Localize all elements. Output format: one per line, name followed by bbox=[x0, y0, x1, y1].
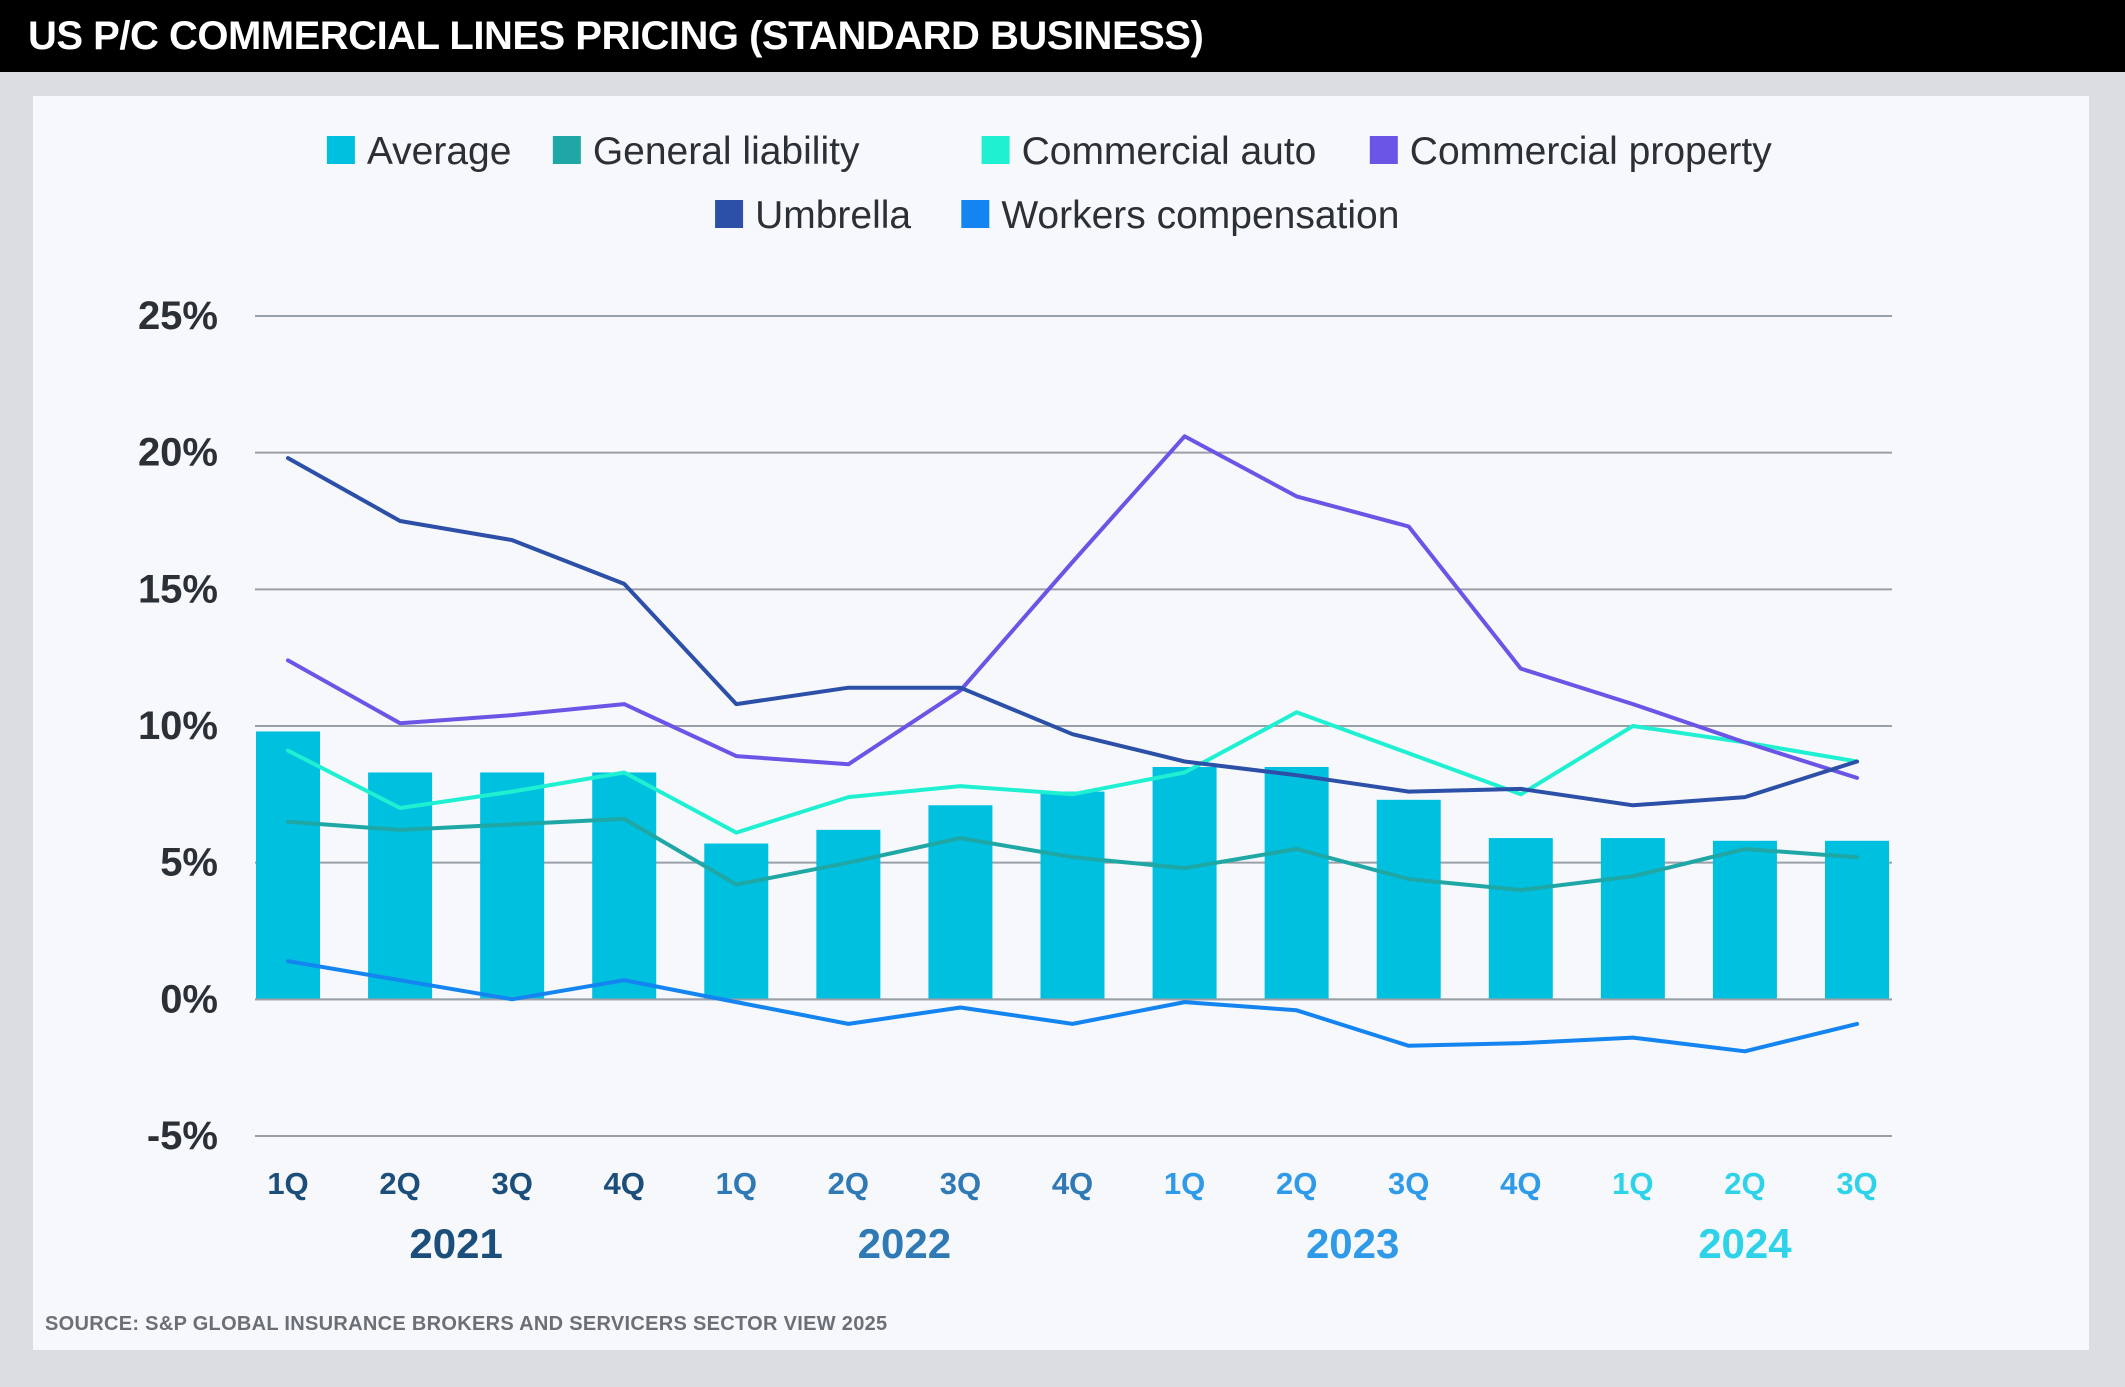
x-tick-label: 3Q bbox=[1388, 1166, 1429, 1201]
legend-label-workers-compensation: Workers compensation bbox=[1001, 194, 1399, 237]
x-tick-label: 4Q bbox=[604, 1166, 645, 1201]
year-label: 2021 bbox=[409, 1220, 502, 1267]
y-tick-label: 10% bbox=[138, 704, 218, 748]
x-tick-label: 1Q bbox=[716, 1166, 757, 1201]
y-tick-label: 0% bbox=[160, 977, 218, 1021]
bar-average bbox=[1040, 791, 1105, 1000]
bar-average bbox=[1152, 767, 1217, 1000]
chart-panel: -5% 0% 5% 10% 15% 20% 25% 1Q 2Q 3Q 4Q 1Q 2Q 3Q 4Q 1Q 2Q 3… bbox=[33, 96, 2089, 1350]
legend-swatch-commercial-auto bbox=[981, 136, 1010, 164]
x-tick-label: 2Q bbox=[828, 1166, 869, 1201]
y-tick-label: 25% bbox=[138, 294, 218, 338]
x-tick-label: 4Q bbox=[1500, 1166, 1541, 1201]
x-tick-label: 1Q bbox=[1612, 1166, 1653, 1201]
legend-swatch-general-liability bbox=[552, 136, 581, 164]
bar-average bbox=[1264, 767, 1329, 1000]
legend-swatch-workers-compensation bbox=[961, 200, 990, 228]
bar-average bbox=[1712, 840, 1777, 1000]
chart-svg: -5% 0% 5% 10% 15% 20% 25% 1Q 2Q 3Q 4Q 1Q 2Q 3Q 4Q 1Q 2Q 3… bbox=[138, 130, 1892, 1267]
x-tick-label: 2Q bbox=[379, 1166, 420, 1201]
legend-swatch-umbrella bbox=[715, 200, 744, 228]
legend-label-commercial-property: Commercial property bbox=[1410, 130, 1772, 173]
bar-average bbox=[368, 772, 433, 1000]
bar-average bbox=[704, 843, 769, 1000]
line-commercial-property bbox=[286, 434, 1859, 780]
x-tick-label: 2Q bbox=[1724, 1166, 1765, 1201]
x-tick-label: 3Q bbox=[1836, 1166, 1877, 1201]
y-tick-label: 20% bbox=[138, 431, 218, 475]
x-tick-label: 2Q bbox=[1276, 1166, 1317, 1201]
source-note: SOURCE: S&P GLOBAL INSURANCE BROKERS AND… bbox=[45, 1313, 888, 1335]
x-tick-label: 3Q bbox=[491, 1166, 532, 1201]
title-bar: US P/C COMMERCIAL LINES PRICING (STANDAR… bbox=[0, 0, 2125, 72]
legend-label-umbrella: Umbrella bbox=[755, 194, 911, 237]
x-tick-label: 4Q bbox=[1052, 1166, 1093, 1201]
bar-average bbox=[816, 829, 881, 1000]
legend-swatch-average bbox=[326, 136, 355, 164]
legend-label-commercial-auto: Commercial auto bbox=[1022, 130, 1317, 173]
y-tick-label: 15% bbox=[138, 567, 218, 611]
x-tick-label: 3Q bbox=[940, 1166, 981, 1201]
y-tick-label: 5% bbox=[160, 841, 218, 885]
line-workers-compensation bbox=[286, 959, 1859, 1054]
chart-title: US P/C COMMERCIAL LINES PRICING (STANDAR… bbox=[28, 14, 1204, 58]
bar-average bbox=[592, 772, 657, 1000]
y-tick-label: -5% bbox=[147, 1114, 218, 1158]
year-label: 2023 bbox=[1306, 1220, 1399, 1267]
x-tick-label: 1Q bbox=[1164, 1166, 1205, 1201]
bar-average bbox=[1376, 799, 1441, 1000]
year-label: 2024 bbox=[1698, 1220, 1792, 1267]
legend-label-average: Average bbox=[367, 130, 512, 173]
bar-average bbox=[928, 805, 993, 1000]
line-umbrella bbox=[286, 456, 1859, 808]
bar-average bbox=[1600, 838, 1665, 1000]
bar-average bbox=[1488, 838, 1553, 1000]
x-tick-label: 1Q bbox=[267, 1166, 308, 1201]
bar-average bbox=[256, 731, 320, 1000]
line-general-liability bbox=[286, 816, 1859, 892]
year-label: 2022 bbox=[858, 1220, 951, 1267]
bar-average bbox=[1825, 840, 1889, 1000]
legend-swatch-commercial-property bbox=[1369, 136, 1398, 164]
line-commercial-auto bbox=[286, 710, 1859, 835]
bar-average bbox=[480, 772, 545, 1000]
legend-label-general-liability: General liability bbox=[593, 130, 860, 173]
